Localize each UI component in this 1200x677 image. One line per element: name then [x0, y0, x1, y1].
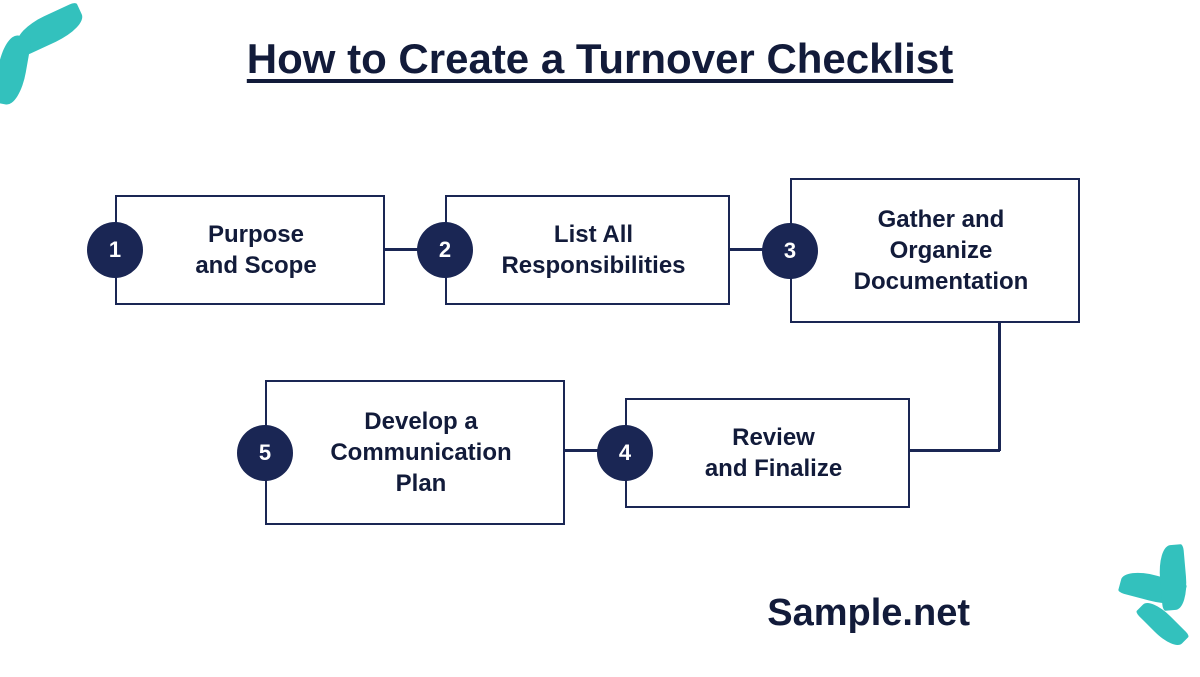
brand-label: Sample.net [767, 592, 970, 635]
connector-line [910, 449, 1000, 452]
step-label: Purpose and Scope [195, 219, 316, 281]
connector-line [998, 323, 1001, 451]
decoration-bottom-right [1075, 525, 1200, 665]
step-label: Gather and Organize Documentation [854, 204, 1029, 298]
step-label: List All Responsibilities [501, 219, 685, 281]
step-badge-3: 3 [762, 223, 818, 279]
leaf-shape [1157, 544, 1189, 611]
step-label: Review and Finalize [705, 422, 842, 484]
step-badge-2: 2 [417, 222, 473, 278]
step-box-3: Gather and Organize Documentation [790, 178, 1080, 323]
step-badge-5: 5 [237, 425, 293, 481]
step-label: Develop a Communication Plan [330, 406, 511, 500]
leaf-shape [0, 33, 32, 107]
step-badge-1: 1 [87, 222, 143, 278]
page-title: How to Create a Turnover Checklist [247, 35, 953, 83]
step-box-2: List All Responsibilities [445, 195, 730, 305]
step-box-5: Develop a Communication Plan [265, 380, 565, 525]
decoration-top-left [0, 0, 120, 120]
step-badge-4: 4 [597, 425, 653, 481]
step-box-1: Purpose and Scope [115, 195, 385, 305]
step-box-4: Review and Finalize [625, 398, 910, 508]
